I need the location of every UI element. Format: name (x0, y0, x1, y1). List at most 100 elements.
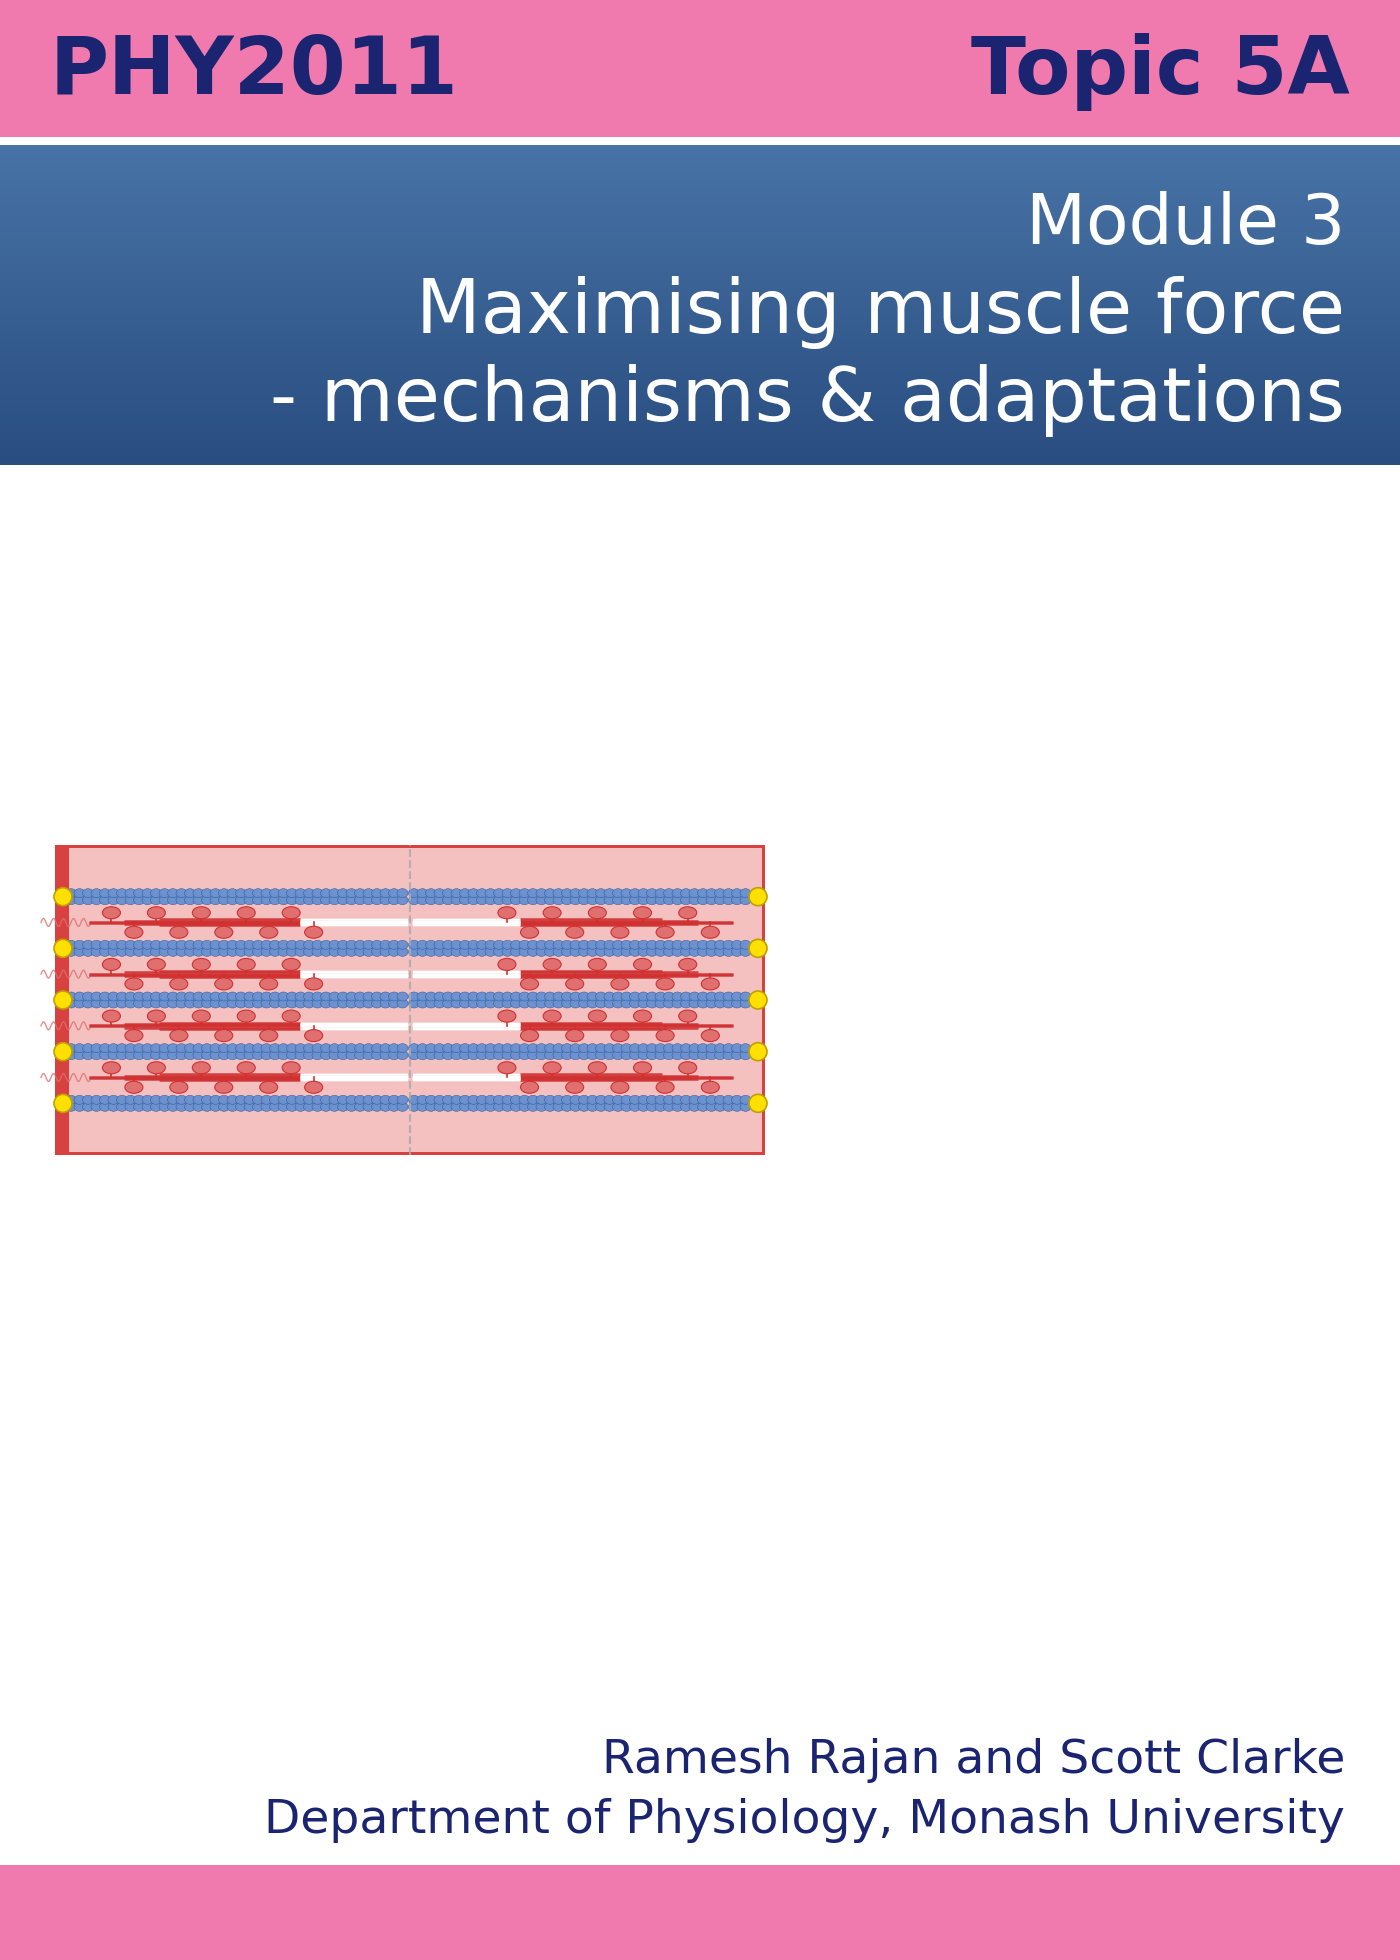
Ellipse shape (570, 1096, 581, 1103)
Ellipse shape (74, 896, 85, 906)
Ellipse shape (442, 992, 454, 1002)
Ellipse shape (409, 992, 420, 1002)
Ellipse shape (578, 896, 589, 906)
Ellipse shape (468, 1000, 479, 1007)
Ellipse shape (133, 896, 144, 906)
Ellipse shape (451, 1051, 462, 1060)
Ellipse shape (655, 1102, 666, 1111)
Ellipse shape (578, 992, 589, 1002)
Ellipse shape (570, 941, 581, 949)
Ellipse shape (192, 958, 210, 970)
Ellipse shape (714, 1102, 725, 1111)
Ellipse shape (389, 1043, 399, 1053)
Ellipse shape (468, 1102, 479, 1111)
Ellipse shape (442, 947, 454, 956)
Ellipse shape (389, 1096, 399, 1103)
Ellipse shape (99, 992, 111, 1002)
Ellipse shape (312, 947, 323, 956)
Ellipse shape (389, 947, 399, 956)
Ellipse shape (252, 896, 263, 906)
Ellipse shape (337, 1000, 349, 1007)
Ellipse shape (91, 1000, 102, 1007)
Ellipse shape (672, 1000, 683, 1007)
Ellipse shape (218, 1000, 230, 1007)
Ellipse shape (176, 1043, 188, 1053)
Ellipse shape (741, 1102, 750, 1111)
Ellipse shape (468, 947, 479, 956)
Ellipse shape (417, 1051, 428, 1060)
Ellipse shape (244, 896, 255, 906)
Ellipse shape (176, 941, 188, 949)
Ellipse shape (638, 947, 650, 956)
Ellipse shape (468, 896, 479, 906)
Ellipse shape (519, 947, 531, 956)
Ellipse shape (116, 1043, 127, 1053)
Ellipse shape (553, 941, 564, 949)
Ellipse shape (237, 1062, 255, 1074)
Ellipse shape (561, 1043, 573, 1053)
Ellipse shape (521, 978, 539, 990)
Ellipse shape (235, 1102, 246, 1111)
Ellipse shape (108, 1051, 119, 1060)
Ellipse shape (389, 1000, 399, 1007)
Ellipse shape (521, 1029, 539, 1041)
Bar (0, 137, 1400, 145)
Ellipse shape (706, 992, 717, 1002)
Ellipse shape (442, 1043, 454, 1053)
Ellipse shape (722, 1102, 734, 1111)
Ellipse shape (244, 1000, 255, 1007)
Ellipse shape (528, 1096, 539, 1103)
Ellipse shape (91, 992, 102, 1002)
Ellipse shape (379, 1051, 391, 1060)
Ellipse shape (749, 939, 767, 956)
Ellipse shape (741, 1043, 750, 1053)
Ellipse shape (91, 941, 102, 949)
Ellipse shape (363, 896, 374, 906)
Ellipse shape (91, 1051, 102, 1060)
Ellipse shape (66, 1051, 77, 1060)
Ellipse shape (141, 896, 153, 906)
Ellipse shape (125, 1102, 136, 1111)
Ellipse shape (389, 1051, 399, 1060)
Ellipse shape (354, 941, 365, 949)
Ellipse shape (141, 1051, 153, 1060)
Ellipse shape (697, 1043, 708, 1053)
Ellipse shape (74, 1000, 85, 1007)
Ellipse shape (503, 992, 512, 1002)
Ellipse shape (493, 1000, 504, 1007)
Ellipse shape (99, 1043, 111, 1053)
Ellipse shape (630, 1000, 641, 1007)
Ellipse shape (679, 1062, 697, 1074)
Ellipse shape (141, 947, 153, 956)
Ellipse shape (409, 947, 420, 956)
Ellipse shape (553, 1051, 564, 1060)
Ellipse shape (689, 1043, 700, 1053)
Ellipse shape (706, 1000, 717, 1007)
Ellipse shape (210, 941, 221, 949)
Ellipse shape (283, 958, 300, 970)
Ellipse shape (503, 1102, 512, 1111)
Ellipse shape (610, 1029, 629, 1041)
Ellipse shape (634, 1009, 651, 1021)
Ellipse shape (701, 1082, 720, 1094)
Ellipse shape (160, 896, 169, 906)
Ellipse shape (260, 1051, 272, 1060)
Ellipse shape (287, 896, 297, 906)
Ellipse shape (484, 992, 496, 1002)
Ellipse shape (55, 939, 71, 956)
Ellipse shape (536, 1102, 547, 1111)
Ellipse shape (426, 947, 437, 956)
Ellipse shape (102, 1062, 120, 1074)
Ellipse shape (125, 1000, 136, 1007)
Ellipse shape (638, 1102, 650, 1111)
Ellipse shape (613, 992, 623, 1002)
Ellipse shape (312, 896, 323, 906)
Ellipse shape (83, 1096, 94, 1103)
Ellipse shape (657, 1029, 675, 1041)
Ellipse shape (468, 941, 479, 949)
Ellipse shape (151, 1051, 161, 1060)
Ellipse shape (218, 1043, 230, 1053)
Ellipse shape (363, 947, 374, 956)
Ellipse shape (337, 992, 349, 1002)
Ellipse shape (329, 1051, 340, 1060)
